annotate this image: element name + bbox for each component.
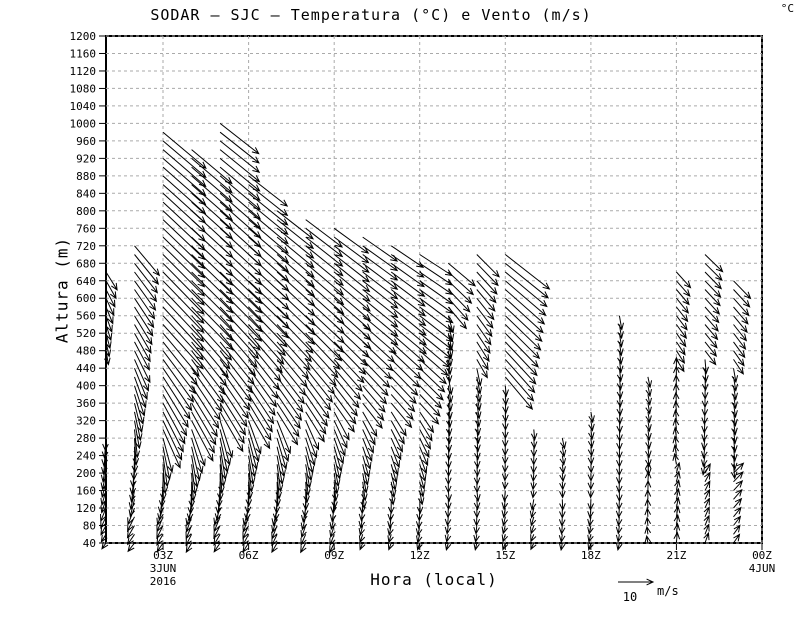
y-tick-label: 240: [76, 450, 96, 463]
y-tick-label: 360: [76, 397, 96, 410]
y-tick-label: 120: [76, 502, 96, 515]
y-tick-label: 760: [76, 222, 96, 235]
y-tick-label: 280: [76, 432, 96, 445]
wind-profile-07z: [271, 210, 316, 554]
wind-profile-22z: [700, 254, 724, 544]
y-tick-label: 200: [76, 467, 96, 480]
y-tick-label: 320: [76, 415, 96, 428]
wind-profile-17z: [558, 437, 567, 552]
x-tick-label: 12Z: [410, 549, 430, 562]
y-tick-label: 600: [76, 292, 96, 305]
wind-profile-19z: [615, 315, 624, 551]
x-tick-label: 09Z: [324, 549, 344, 562]
y-tick-label: 440: [76, 362, 96, 375]
scale-arrow: 10 m/s: [618, 578, 679, 604]
x-tick-label: 00Z: [752, 549, 772, 562]
x-tick-label: 03Z: [153, 549, 173, 562]
y-tick-label: 640: [76, 275, 96, 288]
wind-profile-23z: [730, 280, 752, 544]
x-tick-label: 18Z: [581, 549, 601, 562]
wind-profile-03z: [156, 131, 207, 553]
y-tick-label: 40: [83, 537, 96, 550]
y-tick-label: 1160: [70, 48, 97, 61]
wind-profile-09z: [329, 227, 372, 554]
date-label: 3JUN: [150, 562, 177, 575]
y-tick-label: 800: [76, 205, 96, 218]
y-tick-label: 840: [76, 187, 96, 200]
y-tick-label: 1040: [70, 100, 97, 113]
grid-horizontal: [106, 35, 762, 544]
y-tick-label: 880: [76, 170, 96, 183]
date-label: 2016: [150, 575, 177, 588]
wind-vectors: [100, 123, 752, 554]
y-axis-ticks: 40 80 120 160 200 240 280 320 360 400 440 480 520 560…: [70, 30, 106, 550]
y-tick-label: 400: [76, 380, 96, 393]
y-tick-label: 1000: [70, 117, 97, 130]
wind-profile-18z: [587, 411, 595, 551]
wind-profile-05z: [213, 123, 264, 553]
plot-frame: [105, 35, 763, 544]
chart-title: SODAR – SJC – Temperatura (°C) e Vento (…: [150, 6, 592, 24]
y-tick-label: 720: [76, 240, 96, 253]
temperature-unit-label: °C: [780, 2, 794, 15]
wind-profile-16z: [529, 429, 538, 551]
wind-profile-14z: [473, 254, 500, 552]
y-tick-label: 560: [76, 310, 96, 323]
date-label: 4JUN: [749, 562, 776, 575]
y-tick-label: 480: [76, 345, 96, 358]
x-tick-label: 06Z: [239, 549, 259, 562]
wind-profile-02z: [126, 245, 161, 553]
y-tick-label: 160: [76, 485, 96, 498]
y-tick-label: 920: [76, 152, 96, 165]
wind-profile-20z: [644, 376, 653, 544]
x-tick-label: 15Z: [495, 549, 515, 562]
wind-profile-10z: [358, 236, 399, 551]
wind-profile-21z: [672, 271, 692, 544]
wind-profile-13z: [444, 262, 477, 551]
wind-profile-01z: [100, 271, 118, 550]
scale-arrow-value: 10: [623, 590, 637, 604]
wind-profile-11z: [387, 245, 428, 551]
scale-arrow-icon: [618, 578, 655, 586]
scale-arrow-unit: m/s: [657, 584, 679, 598]
x-tick-label: 21Z: [666, 549, 686, 562]
x-axis-title: Hora (local): [370, 570, 498, 589]
y-tick-label: 520: [76, 327, 96, 340]
y-tick-label: 1080: [70, 82, 97, 95]
y-tick-label: 1200: [70, 30, 97, 43]
y-tick-label: 80: [83, 520, 96, 533]
y-tick-label: 960: [76, 135, 96, 148]
wind-profile-15z: [501, 254, 551, 551]
y-tick-label: 1120: [70, 65, 97, 78]
wind-profile-12z: [415, 254, 454, 551]
y-tick-label: 680: [76, 257, 96, 270]
